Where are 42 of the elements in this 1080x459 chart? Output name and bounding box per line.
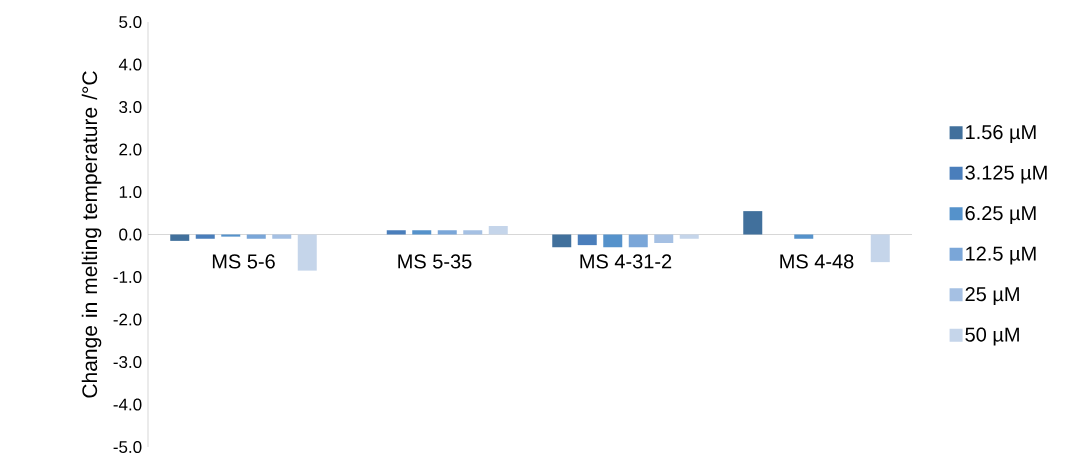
legend-label: 6.25 µM <box>965 205 1036 225</box>
bar <box>743 211 763 235</box>
legend-label: 12.5 µM <box>966 246 1036 265</box>
bar <box>679 234 699 239</box>
bar <box>603 234 623 248</box>
legend-label: 25 µM <box>965 286 1019 306</box>
bar <box>195 234 215 239</box>
y-tick-label: -1.0 <box>113 270 142 284</box>
bar <box>488 226 508 235</box>
x-tick-label: MS 5-6 <box>212 254 275 269</box>
bar <box>297 234 317 271</box>
bar <box>794 234 814 239</box>
y-tick-label: 3.0 <box>119 100 142 114</box>
y-tick-label: -3.0 <box>113 355 142 369</box>
x-tick-label: MS 5-35 <box>398 254 472 269</box>
x-tick-label: MS 4-31-2 <box>580 254 672 269</box>
bar <box>552 234 572 248</box>
y-tick-label: 1.0 <box>119 185 142 199</box>
bar <box>870 234 890 263</box>
y-tick-label: 0.0 <box>119 228 142 241</box>
y-tick-label: 4.0 <box>118 58 142 71</box>
y-axis-title: Change in melting temperature /°C <box>81 71 102 398</box>
legend-label: 50 µM <box>965 327 1019 346</box>
y-tick-label: -5.0 <box>113 440 142 454</box>
bar <box>628 234 648 248</box>
bar <box>412 230 432 235</box>
bar <box>246 234 266 239</box>
x-tick-label: MS 4-48 <box>780 254 854 269</box>
bar <box>437 230 457 235</box>
bar <box>221 234 241 237</box>
bar <box>272 234 292 239</box>
y-tick-label: -4.0 <box>113 398 142 411</box>
bar <box>577 234 597 246</box>
bar <box>463 230 483 235</box>
y-tick-label: 5.0 <box>119 15 142 29</box>
legend-label: 1.56 µM <box>966 124 1036 144</box>
y-tick-label: 2.0 <box>119 143 142 156</box>
y-tick-label: -2.0 <box>113 313 142 326</box>
bar <box>170 234 190 241</box>
bar <box>654 234 674 243</box>
legend-label: 3.125 µM <box>965 165 1047 184</box>
bar <box>386 230 406 235</box>
